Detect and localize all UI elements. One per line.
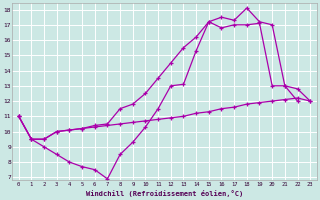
X-axis label: Windchill (Refroidissement éolien,°C): Windchill (Refroidissement éolien,°C) (86, 190, 243, 197)
